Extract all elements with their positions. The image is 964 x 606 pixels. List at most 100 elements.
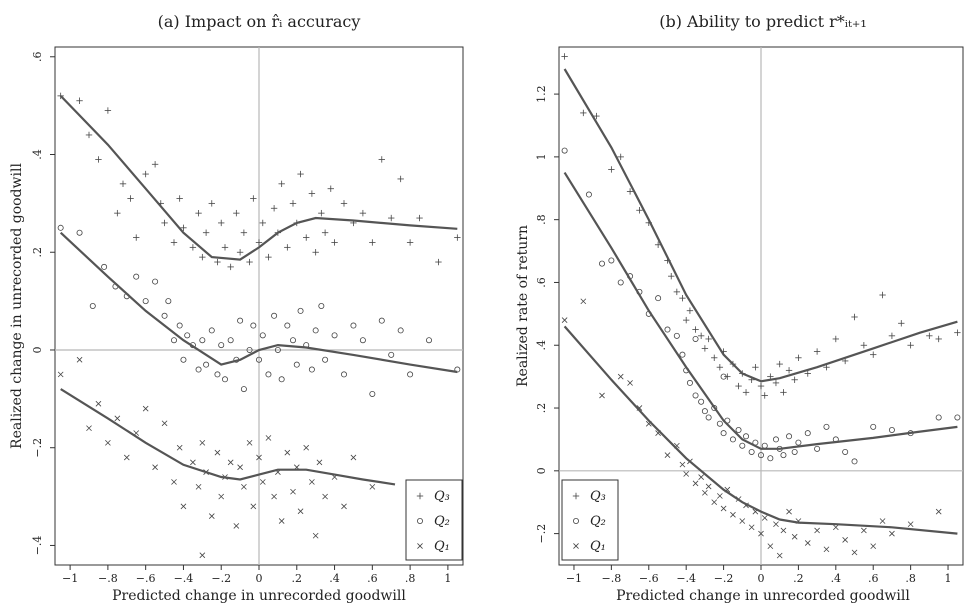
panel-b-q3-point [888, 332, 896, 340]
panel-b-x-tick-label: −.2 [714, 572, 734, 585]
panel-a-x-tick-label: 0 [256, 572, 263, 585]
panel-b-q2-point [795, 439, 802, 446]
panel-b-q3-point [761, 392, 768, 399]
panel-a-q1-point [309, 479, 315, 485]
panel-a-legend-label-q2: Q₂ [434, 514, 450, 529]
panel-a-q2-point [170, 337, 177, 344]
panel-b-q1-point [761, 515, 768, 521]
panel-b-q3-point [626, 188, 634, 195]
panel-b-q3-point [870, 351, 877, 358]
panel-b-y-axis-title: Realized rate of return [515, 225, 531, 387]
panel-b-q1-point [599, 392, 605, 399]
panel-b-q2-point [842, 448, 849, 455]
panel-a-q3-point [104, 107, 112, 114]
panel-a-q1-point [161, 420, 168, 427]
panel-b-y-tick-label: .4 [535, 340, 548, 351]
panel-b-x-axis-title: Predicted change in unrecorded goodwill [616, 588, 910, 604]
panel-a-q2-point [378, 317, 385, 324]
panel-b-x-tick-label: 0 [758, 572, 765, 585]
panel-b-q1-point [692, 480, 699, 487]
panel-b-q3-point [724, 373, 731, 380]
panel-a-q3-point [161, 219, 168, 227]
panel-a-x-tick-label: −.4 [174, 572, 194, 585]
panel-a-q2-point [340, 371, 347, 378]
panel-a-q3-point [57, 92, 64, 100]
panel-a-x-tick-label: −1 [62, 572, 78, 585]
panel-b-q2-point [655, 295, 662, 302]
panel-b-q2-point [686, 379, 693, 386]
panel-a-legend-marker-q3 [416, 492, 424, 500]
panel-b-q2-point [780, 452, 787, 459]
panel-a-y-tick-label: −.4 [31, 536, 44, 556]
panel-b-q3-point [692, 326, 699, 333]
panel-b-q1-point [730, 511, 736, 518]
panel-a-q2-point [308, 366, 315, 373]
panel-b-x-tick-label: .8 [905, 572, 916, 585]
panel-b-q2-point [585, 191, 592, 198]
panel-a-q3-point [378, 156, 385, 163]
panel-a-legend-box [405, 479, 463, 561]
panel-b-q3-point [898, 320, 905, 327]
panel-b-y-tick-label: .6 [535, 277, 548, 288]
panel-a-q3-point [454, 234, 461, 241]
panel-a-y-tick-label: .2 [31, 247, 44, 258]
panel-b-q2-point [888, 427, 895, 434]
panel-b-q3-point [772, 379, 780, 387]
panel-a-y-tick-label: .6 [31, 52, 44, 63]
panel-b-q3-point [879, 291, 886, 299]
panel-a-q1-point [199, 439, 206, 446]
panel-a-q1-point [250, 503, 257, 510]
panel-a-q3-point [369, 239, 376, 246]
panel-a-q3-point [327, 185, 334, 192]
panel-a-q1-point [259, 479, 266, 485]
panel-b-legend-symbol-q3 [572, 492, 580, 500]
panel-a-q3-point [195, 209, 202, 217]
panel-a-q3-point [189, 244, 197, 251]
panel-a-q3-point [240, 229, 248, 236]
panel-a-q2-point [318, 302, 325, 309]
panel-a-q3-point [388, 214, 395, 222]
panel-b-q2-point [720, 430, 727, 437]
panel-b-q3-point [673, 288, 681, 296]
panel-b-q3-point [813, 348, 821, 355]
panel-a-legend-marker-q1 [417, 543, 423, 549]
panel-a-q2-point [199, 337, 206, 344]
panel-b-q3-point [780, 389, 787, 396]
panel-b-q2-fit-line [563, 172, 958, 450]
panel-b-y-tick-label: 1 [535, 153, 548, 160]
panel-b-q3-point [926, 332, 933, 340]
panel-b-q3-point [804, 370, 811, 377]
panel-a-q3-point [406, 239, 414, 246]
panel-b-q1-point [748, 524, 755, 531]
panel-a-x-tick-label: −.6 [136, 572, 156, 585]
panel-b-x-tick-label: −1 [566, 572, 582, 585]
panel-a-q3-point [435, 258, 442, 266]
panel-a-q2-point [284, 322, 291, 329]
panel-b-x-tick-label: .2 [793, 572, 804, 585]
panel-a-q3-point [259, 219, 266, 227]
panel-b-q2-point [791, 448, 798, 455]
panel-a-q3-point [202, 229, 210, 236]
panel-b-q1-point [832, 524, 839, 531]
panel-b-x-tick-label: −.8 [602, 572, 622, 585]
panel-b-q3-point [832, 335, 840, 343]
panel-a-q3-point [270, 205, 278, 212]
panel-b-q3-point [561, 53, 568, 60]
panel-b-q1-point [935, 508, 942, 515]
panel-a: (a) Impact on r̂ᵢ accuracy −1 −.8 −.6 −.4 −.… [9, 12, 464, 604]
panel-a-q2-point [274, 346, 281, 353]
panel-b-q3-point [679, 294, 686, 302]
panel-a-q3-point [208, 200, 215, 207]
panel-b-q2-point [767, 455, 774, 462]
panel-b-q1-point [879, 518, 886, 524]
panel-b-y-tick-label: 1.2 [535, 85, 548, 103]
panel-a-x-tick-label: .4 [329, 572, 340, 585]
panel-a-q3-point [133, 234, 140, 241]
panel-a-q3-point [308, 190, 316, 197]
panel-b-q2-point [599, 260, 606, 267]
panel-a-q3-point [255, 239, 263, 246]
panel-a-q3-point [265, 253, 272, 261]
panel-b-q1-point [791, 533, 798, 540]
panel-a-q2-point [227, 337, 234, 344]
